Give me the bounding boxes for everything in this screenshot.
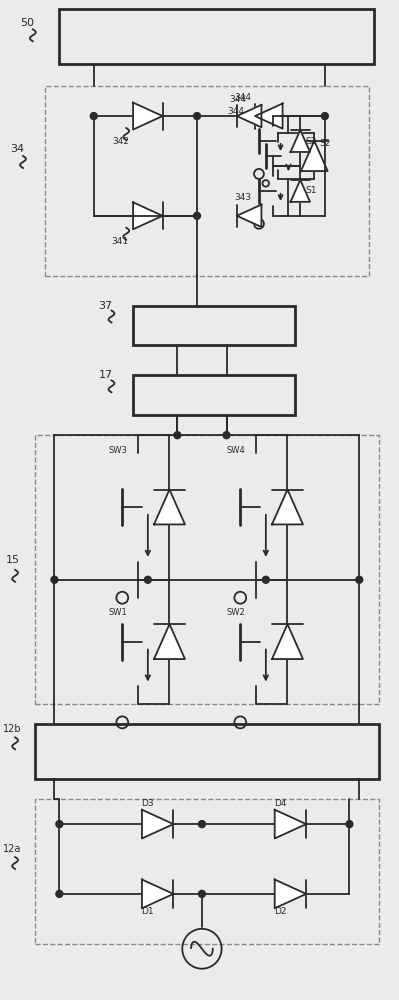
- Circle shape: [56, 821, 63, 828]
- Circle shape: [144, 576, 151, 583]
- Text: SW1: SW1: [109, 608, 128, 617]
- Bar: [133, 306, 295, 345]
- Text: 341: 341: [112, 237, 129, 246]
- Bar: [45, 86, 369, 276]
- Circle shape: [194, 212, 200, 219]
- Circle shape: [90, 113, 97, 120]
- Bar: [59, 9, 374, 64]
- Text: 37: 37: [99, 301, 113, 311]
- Circle shape: [346, 821, 353, 828]
- Text: 344: 344: [227, 107, 245, 116]
- Text: 12a: 12a: [3, 844, 22, 854]
- Polygon shape: [142, 810, 174, 838]
- Text: 344: 344: [234, 93, 251, 102]
- Polygon shape: [255, 104, 282, 129]
- Polygon shape: [133, 202, 163, 229]
- Text: 50: 50: [20, 18, 34, 28]
- Circle shape: [322, 113, 328, 120]
- Circle shape: [56, 890, 63, 897]
- Text: 342: 342: [112, 137, 129, 146]
- Text: SW2: SW2: [227, 608, 246, 617]
- Circle shape: [174, 432, 181, 439]
- Polygon shape: [272, 624, 303, 659]
- Text: D3: D3: [142, 799, 154, 808]
- Polygon shape: [237, 105, 261, 127]
- Text: SW4: SW4: [227, 446, 246, 455]
- Polygon shape: [154, 624, 185, 659]
- Circle shape: [356, 576, 363, 583]
- Text: S2: S2: [319, 139, 330, 148]
- Text: 12b: 12b: [3, 724, 22, 734]
- Bar: [133, 375, 295, 415]
- Circle shape: [51, 576, 58, 583]
- Text: D1: D1: [142, 907, 154, 916]
- Bar: [35, 724, 379, 779]
- Text: 343: 343: [234, 193, 251, 202]
- Text: D2: D2: [275, 907, 287, 916]
- Circle shape: [194, 113, 200, 120]
- Text: S1: S1: [305, 186, 317, 195]
- Text: 17: 17: [99, 370, 113, 380]
- Circle shape: [198, 890, 205, 897]
- Polygon shape: [275, 880, 306, 908]
- Polygon shape: [290, 130, 310, 152]
- Bar: [35, 799, 379, 944]
- Polygon shape: [290, 180, 310, 202]
- Polygon shape: [142, 880, 174, 908]
- Text: 34: 34: [10, 144, 24, 154]
- Circle shape: [223, 432, 230, 439]
- Text: SW3: SW3: [109, 446, 128, 455]
- Polygon shape: [275, 810, 306, 838]
- Polygon shape: [154, 490, 185, 524]
- Polygon shape: [133, 103, 163, 130]
- Polygon shape: [272, 490, 303, 524]
- Text: S2: S2: [305, 136, 316, 145]
- Polygon shape: [237, 205, 261, 227]
- Circle shape: [198, 821, 205, 828]
- Circle shape: [263, 576, 269, 583]
- Bar: [35, 435, 379, 704]
- Text: 344: 344: [229, 95, 247, 104]
- Text: D4: D4: [275, 799, 287, 808]
- Text: 15: 15: [6, 555, 20, 565]
- Polygon shape: [301, 141, 328, 171]
